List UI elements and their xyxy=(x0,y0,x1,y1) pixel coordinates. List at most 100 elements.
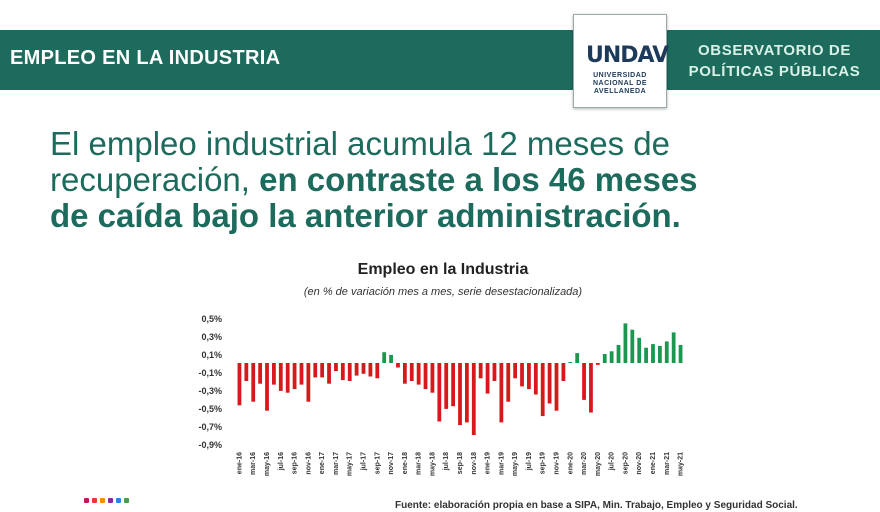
headline-line3-bold: de caída bajo la anterior administración… xyxy=(50,197,681,234)
x-tick-label: nov-19 xyxy=(553,452,560,475)
chart-subtitle: (en % de variación mes a mes, serie dese… xyxy=(303,286,583,298)
x-tick-label: ene-18 xyxy=(402,452,409,474)
source-note: Fuente: elaboración propia en base a SIP… xyxy=(395,500,798,511)
bar xyxy=(306,363,311,402)
x-tick-label: mar-17 xyxy=(333,452,340,475)
brand-dot xyxy=(100,498,105,503)
bar xyxy=(547,363,552,404)
x-tick-label: ene-20 xyxy=(567,452,574,474)
x-tick-label: may-21 xyxy=(678,452,685,476)
bar xyxy=(423,363,428,390)
x-tick-label: mar-21 xyxy=(664,452,671,475)
x-tick-label: may-19 xyxy=(512,452,519,476)
bar xyxy=(644,347,648,363)
brand-dots xyxy=(84,498,129,503)
bar xyxy=(651,344,655,363)
bar xyxy=(520,363,524,387)
bar xyxy=(361,363,366,374)
headline-line2-regular: recuperación, xyxy=(50,161,260,198)
x-tick-label: nov-16 xyxy=(305,452,312,475)
bar xyxy=(272,363,276,385)
x-tick-label: sep-19 xyxy=(540,452,547,474)
bar xyxy=(285,363,290,393)
x-tick-label: mar-19 xyxy=(498,452,505,475)
bar xyxy=(575,353,580,363)
bar xyxy=(313,363,318,378)
brand-dot xyxy=(116,498,121,503)
y-tick-label: 0,3% xyxy=(201,332,222,342)
bar xyxy=(513,363,518,379)
x-tick-label: ene-17 xyxy=(319,452,326,474)
x-tick-label: jul-16 xyxy=(278,452,285,471)
bar xyxy=(327,363,331,384)
bar xyxy=(609,351,614,363)
logo-text: UNIVERSIDAD NACIONAL DE AVELLANEDA xyxy=(593,72,647,95)
bar xyxy=(478,363,483,379)
bar xyxy=(616,345,621,363)
x-tick-label: mar-20 xyxy=(581,452,588,475)
bar xyxy=(623,323,628,363)
x-tick-label: jul-17 xyxy=(361,452,368,471)
bar xyxy=(278,363,283,391)
bar xyxy=(554,363,559,411)
bar xyxy=(602,354,607,363)
bar xyxy=(506,363,511,402)
y-tick-label: -0,7% xyxy=(198,422,222,432)
bar xyxy=(533,363,538,395)
y-tick-label: 0,5% xyxy=(201,314,222,324)
x-tick-label: jul-18 xyxy=(443,452,450,471)
headline-line2: recuperación, en contraste a los 46 mese… xyxy=(50,162,870,198)
x-tick-label: ene-19 xyxy=(485,452,492,474)
bar xyxy=(678,345,683,363)
x-tick-label: ene-16 xyxy=(236,452,243,474)
logo-mark: UNDAV xyxy=(586,43,669,68)
x-tick-label: ene-21 xyxy=(650,452,657,474)
bar xyxy=(251,363,256,402)
brand-dot xyxy=(108,498,113,503)
brand-dot xyxy=(84,498,89,503)
x-tick-label: mar-16 xyxy=(250,452,257,475)
bar xyxy=(527,363,531,390)
bar xyxy=(595,363,600,365)
x-tick-label: may-20 xyxy=(595,452,602,476)
bar xyxy=(292,363,297,390)
bar xyxy=(568,362,573,363)
observatory-title: OBSERVATORIO DE POLÍTICAS PÚBLICAS xyxy=(672,40,877,82)
bar xyxy=(244,363,249,381)
bar xyxy=(299,363,304,385)
bar xyxy=(664,341,669,363)
x-tick-label: sep-16 xyxy=(292,452,299,474)
headline: El empleo industrial acumula 12 meses de… xyxy=(50,126,870,234)
bar xyxy=(540,363,545,417)
bar xyxy=(671,332,676,363)
chart-title: Empleo en la Industria xyxy=(357,261,529,278)
bar xyxy=(464,363,469,423)
x-tick-label: nov-20 xyxy=(636,452,643,475)
y-tick-label: -0,3% xyxy=(198,386,222,396)
bar xyxy=(444,363,449,409)
headline-line3: de caída bajo la anterior administración… xyxy=(50,198,870,234)
bar xyxy=(499,363,504,423)
y-tick-label: 0,1% xyxy=(201,350,222,360)
observatory-line1: OBSERVATORIO DE xyxy=(698,42,851,59)
bar xyxy=(320,363,325,378)
y-tick-label: -0,5% xyxy=(198,404,222,414)
bar xyxy=(265,363,269,411)
bar xyxy=(430,363,435,393)
bar xyxy=(347,363,352,381)
brand-dot xyxy=(124,498,129,503)
undav-logo: UNDAV UNIVERSIDAD NACIONAL DE AVELLANEDA xyxy=(573,14,669,108)
x-tick-label: may-18 xyxy=(429,452,436,476)
bar xyxy=(409,363,414,381)
bar xyxy=(492,363,497,381)
bar xyxy=(258,363,263,384)
x-tick-label: nov-17 xyxy=(388,452,395,475)
bar xyxy=(485,363,490,394)
section-title: EMPLEO EN LA INDUSTRIA xyxy=(10,47,281,69)
header-band xyxy=(0,30,880,90)
x-tick-label: jul-19 xyxy=(526,452,533,471)
x-tick-label: sep-18 xyxy=(457,452,464,474)
x-tick-label: sep-20 xyxy=(622,452,629,474)
bar xyxy=(368,363,373,377)
